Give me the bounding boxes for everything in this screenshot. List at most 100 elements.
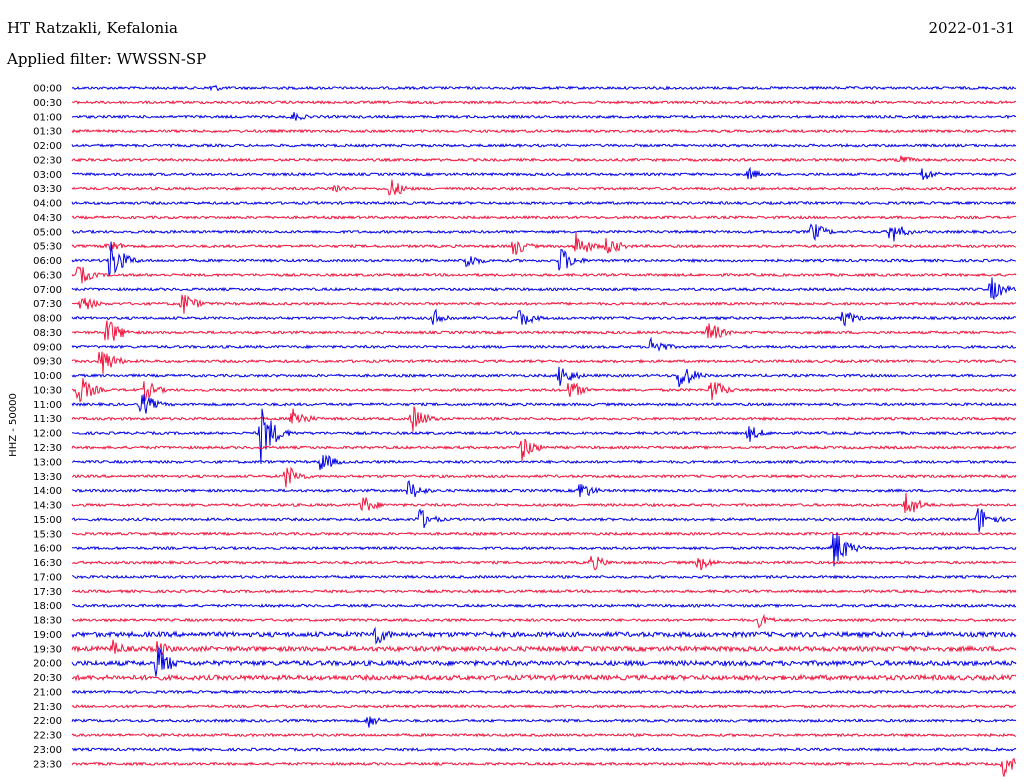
seismic-trace [71, 574, 1017, 580]
time-tick-label: 18:30 [33, 616, 62, 627]
seismic-trace [71, 556, 1017, 571]
station-name: HT Ratzakli, Kefalonia [7, 19, 178, 37]
seismic-trace [71, 99, 1017, 105]
seismic-trace [71, 232, 1017, 255]
time-tick-label: 04:00 [33, 199, 62, 210]
time-tick-label: 15:00 [33, 515, 62, 526]
seismic-trace [71, 613, 1017, 629]
seismic-trace [71, 366, 1017, 388]
time-tick-label: 11:00 [33, 400, 62, 411]
time-tick-label: 13:00 [33, 457, 62, 468]
time-tick-label: 19:00 [33, 630, 62, 641]
time-tick-label: 22:30 [33, 731, 62, 742]
time-tick-label: 10:30 [33, 385, 62, 396]
time-tick-label: 23:30 [33, 759, 62, 770]
time-tick-label: 03:00 [33, 170, 62, 181]
time-tick-label: 13:30 [33, 472, 62, 483]
time-tick-label: 05:30 [33, 242, 62, 253]
time-tick-label: 00:30 [33, 98, 62, 109]
time-tick-label: 02:30 [33, 155, 62, 166]
seismic-trace [71, 394, 1017, 414]
time-tick-label: 20:30 [33, 673, 62, 684]
seismic-trace [71, 351, 1017, 374]
seismic-trace [71, 294, 1017, 314]
time-tick-label: 08:00 [33, 314, 62, 325]
time-tick-label: 17:00 [33, 572, 62, 583]
time-tick-label: 00:00 [33, 84, 62, 95]
seismic-trace [71, 626, 1017, 645]
time-tick-label: 22:00 [33, 716, 62, 727]
time-tick-label: 08:30 [33, 328, 62, 339]
seismic-trace [72, 533, 1017, 567]
seismic-trace [71, 703, 1017, 709]
time-tick-label: 16:30 [33, 558, 62, 569]
time-tick-label: 01:00 [33, 112, 62, 123]
seismic-trace [71, 406, 1017, 432]
seismic-trace [71, 508, 1017, 533]
time-tick-label: 12:00 [33, 429, 62, 440]
time-tick-label: 09:30 [33, 357, 62, 368]
time-tick-label: 21:30 [33, 702, 62, 713]
seismic-trace [71, 155, 1017, 163]
time-tick-label: 05:00 [33, 227, 62, 238]
seismic-trace [71, 166, 1017, 180]
seismic-trace [71, 223, 1017, 242]
time-tick-label: 03:30 [33, 184, 62, 195]
seismic-trace [71, 266, 1017, 284]
seismic-trace [71, 531, 1017, 537]
time-tick-label: 16:00 [33, 544, 62, 555]
seismic-trace [71, 454, 1017, 471]
seismic-trace [71, 732, 1017, 738]
seismic-trace [71, 336, 1017, 352]
time-tick-label: 17:30 [33, 587, 62, 598]
time-tick-label: 11:30 [33, 414, 62, 425]
time-tick-label: 07:00 [33, 285, 62, 296]
time-tick-label: 23:00 [33, 745, 62, 756]
seismic-trace [71, 466, 1017, 488]
time-tick-label: 15:30 [33, 529, 62, 540]
seismic-trace [71, 308, 1017, 327]
seismic-trace [71, 277, 1017, 301]
time-tick-label: 01:30 [33, 127, 62, 138]
seismic-trace [71, 408, 1017, 465]
seismic-trace [71, 689, 1017, 695]
time-tick-label: 18:00 [33, 601, 62, 612]
seismic-trace [71, 757, 1017, 777]
filter-label: Applied filter: WWSSN-SP [7, 50, 207, 68]
seismic-trace [71, 438, 1017, 462]
time-tick-label: 04:30 [33, 213, 62, 224]
seismic-trace [71, 179, 1017, 196]
time-tick-label: 14:30 [33, 501, 62, 512]
seismic-trace [71, 84, 1017, 92]
seismic-trace [71, 746, 1017, 753]
seismic-trace [71, 128, 1017, 134]
seismic-trace [71, 241, 1017, 277]
record-date: 2022-01-31 [928, 19, 1015, 37]
time-tick-label: 21:00 [33, 687, 62, 698]
seismic-trace [71, 480, 1017, 498]
time-tick-label: 19:30 [33, 644, 62, 655]
seismic-trace [71, 492, 1017, 514]
y-axis-label: HHZ - 50000 [8, 393, 19, 457]
seismic-trace [71, 603, 1017, 609]
time-tick-label: 12:30 [33, 443, 62, 454]
seismic-trace [71, 673, 1017, 682]
seismic-trace [71, 646, 1017, 677]
time-tick-label: 06:00 [33, 256, 62, 267]
time-tick-label: 10:00 [33, 371, 62, 382]
time-tick-label: 14:00 [33, 486, 62, 497]
seismic-trace [71, 200, 1017, 206]
seismic-trace [71, 588, 1017, 594]
seismic-trace [71, 214, 1017, 220]
time-tick-label: 02:00 [33, 141, 62, 152]
time-tick-label: 09:00 [33, 342, 62, 353]
time-tick-label: 20:00 [33, 659, 62, 670]
seismic-trace [71, 112, 1017, 121]
time-tick-label: 07:30 [33, 299, 62, 310]
seismic-trace [71, 716, 1017, 728]
seismic-trace [71, 142, 1017, 149]
seismic-trace [71, 378, 1017, 403]
time-tick-label: 06:30 [33, 270, 62, 281]
seismic-trace [71, 320, 1017, 341]
